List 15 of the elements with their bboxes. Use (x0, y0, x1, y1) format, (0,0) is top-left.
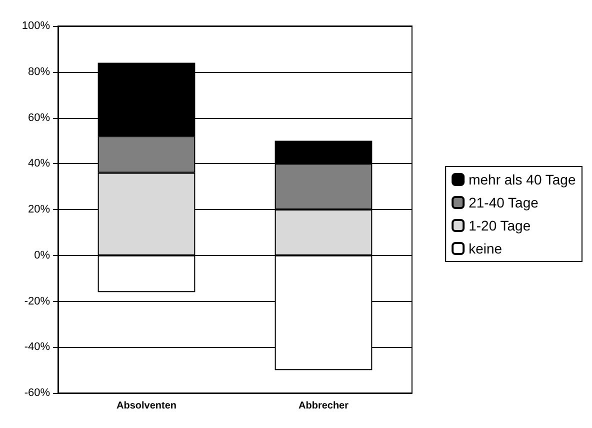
y-tick-label: 60% (28, 112, 50, 124)
legend-label: 1-20 Tage (468, 218, 531, 234)
y-tick-label: -60% (24, 387, 50, 399)
y-tick-label: 0% (34, 249, 50, 262)
y-tick-label: 100% (22, 20, 50, 32)
x-tick-label: Abbrecher (298, 400, 349, 412)
legend-label: 21-40 Tage (468, 194, 539, 210)
legend-label: mehr als 40 Tage (468, 172, 576, 188)
y-tick-label: 20% (28, 204, 50, 216)
y-tick-label: 40% (28, 158, 50, 170)
y-tick-label: -20% (24, 295, 50, 308)
x-tick-label: Absolventen (116, 400, 177, 412)
y-tick-label: -40% (24, 341, 50, 354)
y-tick-label: 80% (28, 66, 50, 78)
legend-label: keine (468, 240, 502, 256)
